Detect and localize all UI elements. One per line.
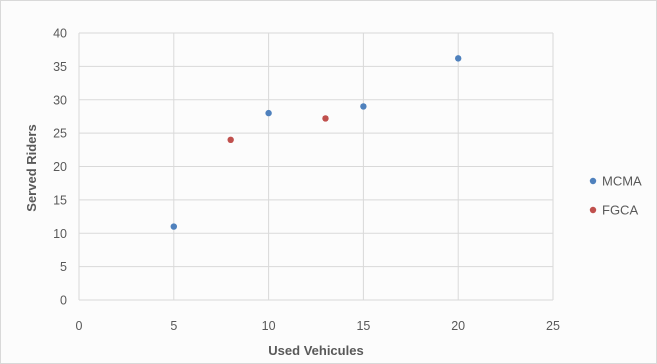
x-axis-ticks: 0 5 10 15 20 25: [76, 319, 560, 333]
y-axis-ticks: 0 5 10 15 20 25 30 35 40: [53, 27, 67, 308]
legend-label-fgca: FGCA: [602, 203, 638, 218]
x-axis-title: Used Vehicules: [268, 343, 363, 358]
legend: MCMA FGCA: [589, 174, 642, 218]
y-tick-label: 15: [53, 193, 67, 207]
legend-marker-fgca: [589, 206, 597, 214]
data-point-mcma: [170, 223, 177, 230]
gridlines: [78, 32, 554, 301]
y-tick-label: 30: [53, 93, 67, 107]
x-tick-label: 15: [356, 319, 370, 333]
legend-label-mcma: MCMA: [602, 174, 642, 189]
y-tick-label: 20: [53, 160, 67, 174]
x-tick-label: 25: [546, 319, 560, 333]
y-tick-label: 25: [53, 127, 67, 141]
y-tick-label: 0: [60, 294, 67, 308]
data-point-mcma: [360, 103, 367, 110]
data-point-fgca: [322, 115, 329, 122]
data-points: [170, 55, 462, 230]
x-tick-label: 20: [451, 319, 465, 333]
x-tick-label: 10: [262, 319, 276, 333]
data-point-mcma: [265, 109, 272, 117]
x-tick-label: 5: [170, 319, 177, 333]
data-point-mcma: [455, 55, 462, 62]
y-tick-label: 35: [53, 60, 67, 74]
data-point-fgca: [227, 136, 234, 143]
y-tick-label: 40: [53, 27, 67, 41]
y-tick-label: 10: [53, 227, 67, 241]
y-tick-label: 5: [60, 260, 67, 274]
legend-marker-mcma: [589, 177, 597, 185]
x-tick-label: 0: [76, 319, 83, 333]
y-axis-title: Served Riders: [24, 124, 39, 211]
